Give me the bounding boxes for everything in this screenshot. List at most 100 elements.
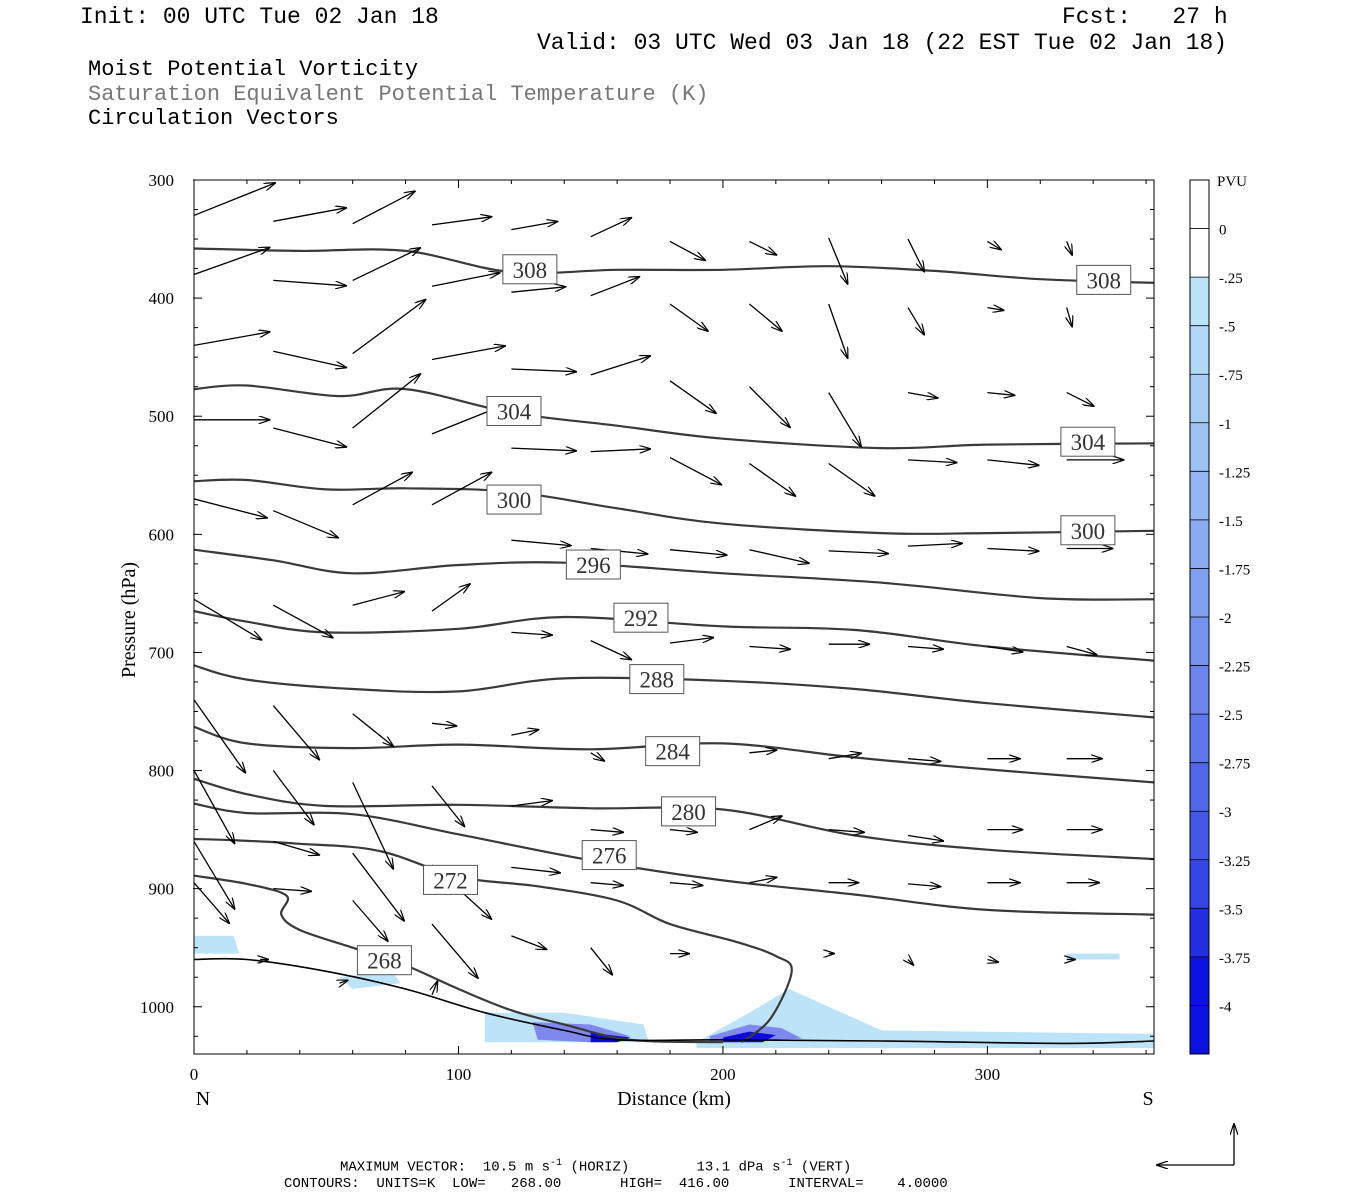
contour-label-box [581, 840, 637, 871]
circulation-vector [669, 830, 697, 833]
colorbar-segment [1190, 228, 1209, 278]
colorbar-segment [1190, 1005, 1209, 1055]
colorbar-label: -.5 [1219, 320, 1235, 336]
circulation-vector [431, 273, 500, 287]
circulation-vector [1066, 392, 1094, 407]
y-tick-label: 700 [149, 643, 175, 662]
colorbar-label: -1.75 [1219, 562, 1250, 578]
circulation-vector [511, 632, 552, 635]
circulation-vector [431, 785, 464, 827]
contour-label-box [486, 484, 542, 515]
circulation-vector [273, 350, 346, 367]
circulation-vector [352, 900, 388, 942]
circulation-vector [907, 884, 940, 887]
colorbar-label: -.75 [1219, 368, 1243, 384]
circulation-vector [272, 705, 319, 760]
circulation-vector [749, 877, 776, 882]
forecast-hour: Fcst: 27 h [1062, 4, 1228, 30]
circulation-vector [987, 459, 1038, 465]
circulation-vector [828, 830, 864, 833]
colorbar-label: -3 [1219, 805, 1232, 821]
circulation-vector [273, 208, 346, 222]
circulation-vector [749, 647, 790, 650]
circulation-vector [590, 218, 632, 238]
colorbar-label: -1 [1219, 417, 1232, 433]
x-tick-label: 0 [190, 1065, 199, 1084]
circulation-vector [511, 448, 576, 451]
colorbar-segment [1190, 714, 1209, 764]
circulation-vector [194, 770, 235, 844]
colorbar-label: -3.75 [1219, 951, 1250, 967]
circulation-vector [431, 923, 478, 978]
colorbar-segment [1190, 374, 1209, 424]
north-end-label: N [196, 1088, 210, 1110]
contour-label-box [645, 736, 701, 767]
circulation-vector [748, 386, 790, 428]
contour-label-box [1060, 426, 1116, 457]
circulation-vector [432, 981, 437, 996]
contour-label-box [565, 549, 621, 580]
circulation-vector [987, 960, 998, 963]
contour-info: CONTOURS: UNITS=K LOW= 268.00 HIGH= 416.… [284, 1176, 948, 1192]
circulation-vector [669, 240, 705, 260]
x-tick-label: 100 [446, 1065, 472, 1084]
colorbar-segment [1190, 519, 1209, 569]
theta-contour-284 [194, 725, 1154, 784]
circulation-vector [828, 237, 848, 284]
circulation-vector [431, 723, 456, 726]
contour-label: 292 [624, 606, 659, 631]
circulation-vector [273, 427, 346, 447]
circulation-vector [194, 332, 270, 347]
circulation-vector [828, 392, 861, 447]
circulation-vector [352, 782, 394, 868]
circulation-vector [987, 308, 1003, 311]
circulation-vector [352, 300, 426, 355]
colorbar-segment [1190, 908, 1209, 958]
circulation-vector [669, 638, 713, 644]
circulation-vector [352, 374, 421, 429]
contour-label-box [502, 254, 558, 285]
contour-label: 296 [576, 553, 611, 578]
colorbar-label: -4 [1219, 999, 1232, 1015]
contour-label: 276 [592, 844, 627, 869]
contour-label-box [423, 864, 479, 895]
colorbar-label: -1.25 [1219, 465, 1250, 481]
circulation-vector [907, 647, 943, 650]
y-tick-label: 500 [149, 407, 175, 426]
circulation-vector [590, 883, 623, 886]
max-vector-info: MAXIMUM VECTOR: 10.5 m s-1 (HORIZ) 13.1 … [340, 1158, 852, 1176]
circulation-vector [1067, 241, 1072, 255]
circulation-vector [908, 960, 913, 965]
y-tick-label: 300 [149, 171, 175, 190]
theta-contour-304 [194, 384, 1154, 450]
circulation-vector [194, 598, 262, 640]
circulation-vector [828, 551, 888, 554]
circulation-vector [511, 866, 560, 872]
circulation-vector [273, 510, 338, 538]
colorbar-segment [1190, 180, 1209, 230]
circulation-vector [749, 750, 776, 753]
valid-time: Valid: 03 UTC Wed 03 Jan 18 (22 EST Tue … [537, 30, 1228, 56]
pv-region [194, 935, 239, 954]
y-tick-label: 800 [149, 762, 175, 781]
colorbar-label: 0 [1219, 223, 1227, 239]
colorbar-units: PVU [1217, 174, 1247, 190]
colorbar-label: -2 [1219, 611, 1232, 627]
circulation-vector [907, 834, 943, 841]
colorbar-label: -2.5 [1219, 708, 1243, 724]
circulation-vector [194, 498, 267, 518]
circulation-vector [907, 543, 962, 546]
field-theta-title: Saturation Equivalent Potential Temperat… [88, 82, 709, 107]
circulation-vector [907, 460, 957, 463]
contour-label-box [486, 395, 542, 426]
colorbar-segment [1190, 277, 1209, 327]
contour-label: 300 [1071, 519, 1106, 544]
circulation-vector [749, 816, 781, 831]
colorbar-segment [1190, 859, 1209, 909]
circulation-vector [431, 346, 505, 361]
circulation-vector [511, 539, 570, 545]
terrain-line [194, 957, 1154, 1045]
circulation-vector [511, 222, 557, 231]
theta-contour-296 [194, 548, 1154, 601]
